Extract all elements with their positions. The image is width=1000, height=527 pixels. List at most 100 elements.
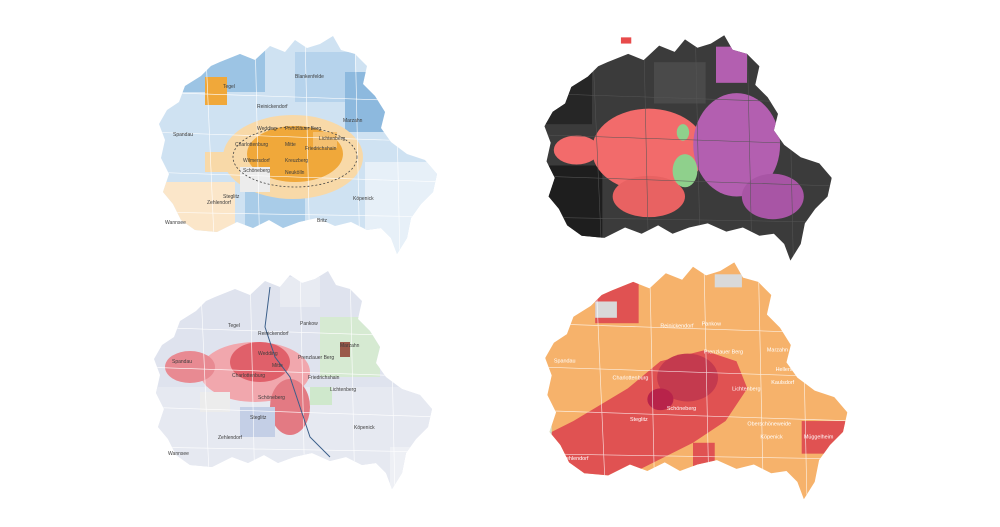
- br-green-west: [545, 410, 552, 454]
- map-top-left: Tegel Blankenfelde Reinickendorf Spandau…: [145, 32, 445, 262]
- br-grey-tegel: [595, 301, 617, 318]
- br-dark-red-center: [657, 353, 718, 402]
- tr-dark-north-west: [544, 72, 592, 125]
- map-bottom-left: Tegel Reinickendorf Pankow Spandau Weddi…: [140, 262, 440, 502]
- tr-red-south: [612, 175, 685, 218]
- tr-grey-north: [654, 62, 706, 104]
- tl-label: Tegel: [223, 84, 235, 90]
- bl-far-south-east: [390, 447, 432, 489]
- bl-labels: Tegel Reinickendorf Pankow Spandau Weddi…: [168, 321, 375, 457]
- bl-green-patch: [310, 387, 332, 405]
- tl-label: Prenzlauer Berg: [285, 126, 321, 132]
- br-labels: Reinickendorf Pankow Spandau Prenzlauer …: [554, 321, 834, 462]
- br-label: Köpenick: [760, 434, 783, 440]
- tr-purple-east: [693, 93, 781, 197]
- bl-label: Charlottenburg: [232, 373, 265, 379]
- tr-green-kreuzberg: [672, 154, 698, 188]
- br-label: Müggelheim: [804, 434, 834, 440]
- tl-label: Wedding: [257, 126, 277, 132]
- tr-red-tip: [620, 37, 632, 44]
- tl-labels: Tegel Blankenfelde Reinickendorf Spandau…: [165, 74, 374, 226]
- map-top-left-svg: Tegel Blankenfelde Reinickendorf Spandau…: [159, 36, 437, 254]
- br-label: Zehlendorf: [563, 456, 589, 462]
- tl-label: Steglitz: [223, 194, 240, 200]
- tr-red-spandau: [553, 135, 600, 165]
- bl-label: Steglitz: [250, 415, 267, 421]
- br-district-lines: [545, 262, 848, 500]
- tl-label: Wannsee: [165, 220, 186, 226]
- tl-label: Mitte: [285, 142, 296, 148]
- br-label: Reinickendorf: [660, 324, 694, 330]
- bl-label: Friedrichshain: [308, 375, 340, 381]
- bl-label: Tegel: [228, 323, 240, 329]
- br-label: Prenzlauer Berg: [704, 350, 743, 356]
- tl-label: Blankenfelde: [295, 74, 324, 80]
- tl-label: Kreuzberg: [285, 158, 308, 164]
- tl-label: Marzahn: [343, 118, 363, 124]
- tl-label: Köpenick: [353, 196, 374, 202]
- bl-label: Wannsee: [168, 451, 189, 457]
- bl-red-spandau: [165, 351, 215, 383]
- br-label: Pankow: [702, 321, 721, 327]
- bl-label: Mitte: [272, 363, 283, 369]
- tl-spandau: [205, 152, 235, 172]
- tl-label: Britz: [317, 218, 328, 224]
- tl-label: Zehlendorf: [207, 200, 232, 206]
- tl-label: Friedrichshain: [305, 146, 337, 152]
- tl-label: Lichtenberg: [319, 136, 345, 142]
- tl-friedrichshain: [313, 132, 337, 148]
- tl-grunewald: [240, 167, 270, 192]
- bl-grey-grunewald: [200, 392, 230, 412]
- tl-label: Charlottenburg: [235, 142, 268, 148]
- br-label: Schöneberg: [667, 406, 696, 412]
- bl-blue-steglitz: [240, 407, 275, 437]
- tl-tegel: [205, 77, 227, 105]
- map-bottom-right: Reinickendorf Pankow Spandau Prenzlauer …: [528, 258, 858, 508]
- tl-label: Spandau: [173, 132, 193, 138]
- br-label: Spandau: [554, 358, 576, 364]
- tr-green-mitte: [676, 124, 690, 141]
- bl-label: Pankow: [300, 321, 318, 327]
- br-label: Steglitz: [630, 417, 648, 423]
- bl-label: Wedding: [258, 351, 278, 357]
- bl-label: Marzahn: [340, 343, 360, 349]
- bl-red-south: [270, 379, 310, 435]
- map-bottom-right-svg: Reinickendorf Pankow Spandau Prenzlauer …: [545, 262, 848, 500]
- bl-label: Spandau: [172, 359, 192, 365]
- map-top-right: [530, 30, 840, 270]
- br-label: Hellersdorf: [776, 367, 803, 373]
- tl-south-west: [159, 182, 235, 254]
- tl-label: Schöneberg: [243, 168, 270, 174]
- map-top-right-svg: [544, 35, 832, 261]
- br-label: Lichtenberg: [732, 387, 760, 393]
- bl-district-lines: [154, 271, 432, 489]
- tl-ring-line: [232, 126, 358, 188]
- tr-purple-south-east: [741, 173, 804, 220]
- br-label: Marzahn: [767, 347, 788, 353]
- tl-district-lines: [159, 36, 437, 254]
- bl-pankow: [280, 277, 320, 307]
- br-dark-red-spot: [647, 388, 674, 411]
- bl-label: Lichtenberg: [330, 387, 356, 393]
- tl-label: Neukölln: [285, 170, 305, 176]
- br-grey-north: [714, 274, 742, 288]
- br-label: Kaulsdorf: [771, 380, 794, 386]
- tr-dark-south-west: [544, 165, 603, 261]
- br-label: Charlottenburg: [613, 376, 649, 382]
- tl-label: Reinickendorf: [257, 104, 288, 110]
- br-label: Oberschöneweide: [747, 421, 791, 427]
- br-red-south: [693, 442, 715, 476]
- bl-label: Schöneberg: [258, 395, 285, 401]
- tl-label: Wilmersdorf: [243, 158, 270, 164]
- bl-label: Reinickendorf: [258, 331, 289, 337]
- tl-south-east: [365, 162, 437, 254]
- tr-purple-north: [716, 46, 747, 83]
- bl-border-line: [264, 286, 331, 458]
- map-bottom-left-svg: Tegel Reinickendorf Pankow Spandau Weddi…: [154, 271, 432, 489]
- bl-label: Köpenick: [354, 425, 375, 431]
- bl-label: Zehlendorf: [218, 435, 243, 441]
- tr-district-lines: [544, 35, 832, 261]
- bl-label: Prenzlauer Berg: [298, 355, 334, 361]
- bl-brown-plot: [340, 342, 350, 357]
- bl-red-center: [230, 342, 290, 382]
